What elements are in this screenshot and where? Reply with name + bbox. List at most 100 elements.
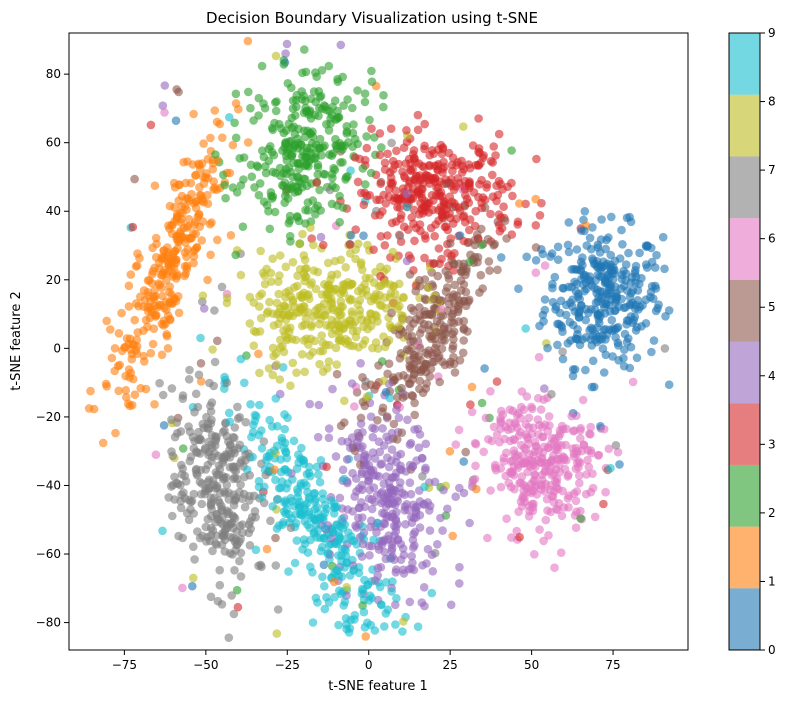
scatter-point-class-3: [492, 377, 502, 386]
scatter-point-class-2: [377, 143, 386, 152]
scatter-point-class-1: [182, 264, 192, 274]
scatter-point-class-5: [415, 343, 425, 353]
scatter-point-class-7: [191, 389, 201, 399]
scatter-point-class-3: [380, 165, 390, 174]
scatter-point-class-4: [336, 40, 346, 50]
scatter-point-class-7: [167, 384, 177, 393]
scatter-point-class-2: [254, 111, 263, 120]
scatter-point-class-9: [370, 626, 380, 635]
scatter-point-class-9: [339, 474, 349, 484]
scatter-point-class-5: [411, 286, 421, 296]
scatter-point-class-0: [459, 457, 469, 466]
scatter-point-class-2: [343, 95, 352, 104]
scatter-point-class-5: [213, 336, 222, 346]
scatter-point-class-9: [342, 558, 352, 567]
scatter-point-class-3: [410, 236, 419, 246]
scatter-point-class-3: [477, 203, 487, 213]
scatter-point-class-8: [423, 283, 433, 293]
scatter-point-class-8: [274, 289, 284, 299]
scatter-point-class-9: [316, 546, 326, 556]
scatter-point-class-8: [236, 270, 246, 280]
scatter-point-class-3: [438, 213, 447, 222]
scatter-point-class-4: [380, 547, 389, 557]
scatter-point-class-6: [514, 507, 523, 516]
scatter-point-class-5: [332, 369, 342, 379]
scatter-point-class-4: [446, 600, 456, 610]
scatter-point-class-4: [391, 600, 400, 610]
colorbar-tick-label: 8: [768, 95, 776, 109]
scatter-point-class-0: [633, 296, 643, 305]
scatter-point-class-0: [617, 274, 627, 284]
scatter-point-class-7: [185, 365, 194, 375]
scatter-point-class-8: [265, 297, 274, 307]
scatter-point-class-4: [367, 516, 376, 525]
scatter-point-class-5: [475, 288, 484, 297]
scatter-point-class-2: [247, 172, 257, 181]
scatter-point-class-7: [177, 490, 186, 500]
scatter-point-class-9: [289, 436, 299, 446]
scatter-point-class-4: [383, 489, 393, 498]
scatter-point-class-4: [430, 477, 440, 487]
scatter-point-class-0: [606, 266, 616, 276]
scatter-point-class-2: [303, 198, 313, 207]
scatter-point-class-1: [205, 219, 215, 229]
scatter-point-class-9: [220, 372, 229, 382]
scatter-point-class-6: [468, 478, 477, 488]
scatter-point-class-2: [236, 181, 246, 190]
scatter-point-class-0: [607, 315, 617, 325]
scatter-point-class-5: [430, 344, 440, 353]
scatter-point-class-0: [622, 320, 631, 329]
scatter-point-class-9: [262, 456, 271, 465]
scatter-point-class-1: [208, 164, 218, 174]
scatter-point-class-1: [131, 262, 141, 271]
scatter-point-class-2: [276, 124, 286, 133]
scatter-point-class-9: [306, 535, 315, 545]
scatter-point-class-8: [363, 291, 372, 300]
scatter-point-class-9: [427, 588, 437, 598]
scatter-point-class-5: [407, 391, 417, 400]
scatter-point-class-4: [160, 81, 170, 90]
scatter-point-class-6: [505, 405, 515, 415]
scatter-point-class-9: [315, 533, 325, 543]
scatter-point-class-3: [473, 160, 483, 170]
scatter-point-class-7: [266, 516, 275, 526]
scatter-point-class-9: [294, 450, 303, 460]
scatter-point-class-2: [348, 142, 358, 151]
scatter-point-class-6: [471, 461, 480, 471]
scatter-point-class-0: [591, 335, 600, 345]
scatter-point-class-7: [215, 580, 225, 590]
scatter-point-class-8: [393, 304, 403, 313]
scatter-point-class-1: [124, 399, 133, 409]
scatter-point-class-7: [170, 495, 179, 504]
scatter-point-class-5: [483, 234, 493, 244]
scatter-point-class-7: [240, 502, 250, 512]
scatter-point-class-0: [613, 322, 623, 332]
scatter-point-class-7: [259, 437, 269, 446]
scatter-point-class-9: [334, 551, 343, 560]
scatter-point-class-1: [102, 382, 111, 391]
scatter-point-class-1: [110, 366, 119, 376]
scatter-point-class-6: [350, 402, 359, 411]
scatter-point-class-8: [307, 278, 317, 287]
scatter-point-class-4: [390, 555, 399, 564]
scatter-point-class-3: [387, 218, 397, 228]
scatter-point-class-4: [384, 531, 394, 540]
scatter-point-class-4: [370, 497, 380, 507]
scatter-point-class-5: [458, 348, 468, 358]
scatter-point-class-1: [162, 276, 171, 285]
scatter-point-class-2: [331, 115, 341, 124]
scatter-point-class-5: [459, 259, 469, 269]
scatter-point-class-7: [193, 471, 202, 480]
scatter-point-class-2: [264, 156, 274, 166]
scatter-point-class-6: [523, 467, 532, 477]
scatter-point-class-2: [379, 91, 388, 100]
scatter-point-class-8: [260, 271, 270, 281]
scatter-point-class-1: [139, 302, 148, 312]
scatter-point-class-6: [569, 489, 579, 498]
scatter-point-class-9: [265, 415, 275, 425]
scatter-point-class-8: [299, 288, 309, 298]
scatter-point-class-0: [637, 273, 646, 283]
scatter-point-class-9: [388, 577, 397, 586]
scatter-point-class-3: [392, 146, 401, 156]
